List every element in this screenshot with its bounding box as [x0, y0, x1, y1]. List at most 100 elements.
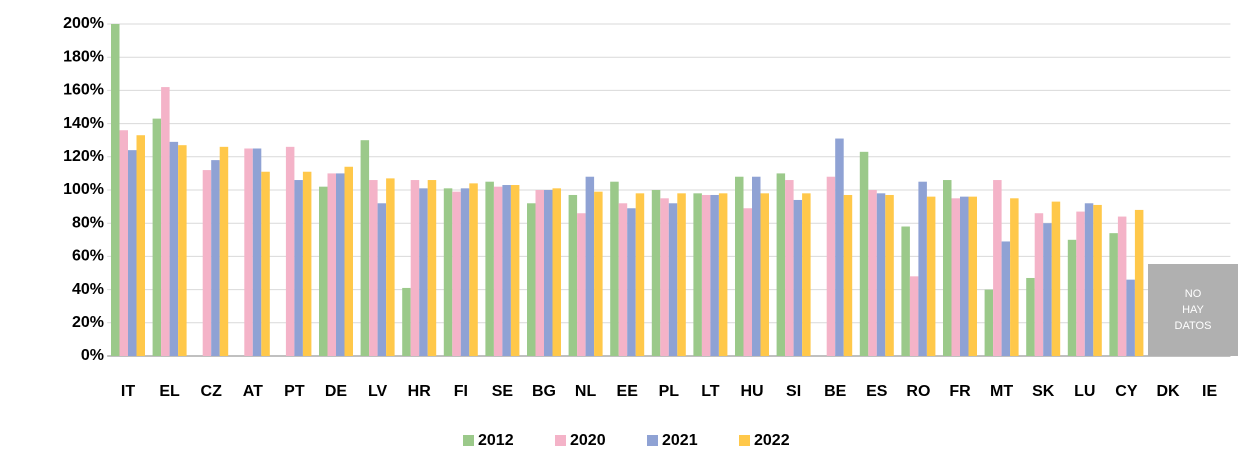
bar: [743, 208, 752, 356]
bar: [1043, 223, 1052, 356]
bar: [410, 180, 420, 356]
bar: [527, 203, 536, 356]
bar: [452, 191, 461, 356]
bar: [710, 194, 719, 356]
x-tick-label: DE: [325, 383, 348, 400]
x-tick-label: FI: [454, 383, 468, 400]
x-tick-label: BE: [824, 383, 847, 400]
x-tick-label: LV: [368, 383, 388, 400]
bar: [136, 135, 145, 356]
x-tick-label: LU: [1074, 383, 1095, 400]
bar: [760, 193, 769, 356]
bar: [1093, 204, 1102, 356]
bar: [219, 146, 229, 356]
bar: [344, 166, 353, 356]
x-tick-label: RO: [906, 383, 930, 400]
bar: [984, 289, 994, 356]
bar: [443, 188, 453, 356]
legend-label: 2021: [662, 432, 698, 449]
bar: [926, 196, 936, 356]
bar: [377, 203, 387, 356]
x-tick-label: NL: [575, 383, 597, 400]
x-tick-label: CZ: [201, 383, 223, 400]
bar: [128, 150, 137, 356]
bar: [909, 276, 919, 356]
bar: [701, 194, 711, 356]
bar: [502, 185, 511, 356]
x-tick-label: PT: [284, 383, 305, 400]
bar: [1084, 203, 1094, 356]
bar: [319, 186, 328, 356]
legend-swatch: [463, 435, 474, 446]
annotation: NO HAY DATOS: [1174, 288, 1212, 332]
bar: [1109, 233, 1118, 356]
bar: [610, 181, 619, 356]
bar: [1076, 211, 1085, 356]
bar: [1026, 277, 1035, 356]
bar: [568, 194, 578, 356]
bar: [469, 183, 478, 356]
bar: [785, 180, 794, 356]
x-tick-label: AT: [243, 383, 263, 400]
bar: [302, 171, 312, 356]
bar: [178, 145, 187, 356]
bar: [369, 180, 378, 356]
bar: [752, 176, 761, 356]
x-tick-label: DK: [1156, 383, 1180, 400]
bar: [510, 185, 520, 356]
bar: [668, 203, 678, 356]
bar: [651, 190, 661, 356]
no-data-box: NO HAY DATOS: [1148, 264, 1238, 356]
bar: [826, 176, 836, 356]
bar: [336, 173, 345, 356]
bar: [635, 193, 645, 356]
legend-label: 2020: [570, 432, 606, 449]
bar: [535, 190, 544, 356]
bar: [859, 151, 869, 356]
x-tick-label: SI: [786, 383, 801, 400]
x-tick-label: MT: [990, 383, 1013, 400]
bar: [993, 180, 1002, 356]
bar: [960, 196, 969, 356]
bar: [876, 193, 886, 356]
bar: [152, 118, 162, 357]
bar: [776, 173, 786, 356]
bar: [660, 198, 669, 356]
bar: [885, 194, 894, 356]
legend-label: 2022: [754, 432, 790, 449]
bar: [835, 138, 844, 356]
x-tick-label: ES: [866, 383, 888, 400]
bar: [202, 170, 212, 356]
bar: [627, 208, 636, 356]
bar: [402, 287, 411, 356]
bar: [693, 193, 702, 356]
bar: [868, 190, 877, 356]
bar: [360, 140, 370, 356]
y-tick-label: 20%: [72, 314, 104, 331]
y-tick-label: 180%: [63, 48, 104, 65]
bar: [735, 176, 744, 356]
y-tick-label: 60%: [72, 248, 104, 265]
x-tick-label: BG: [532, 383, 556, 400]
bar: [493, 186, 503, 356]
legend-swatch: [555, 435, 566, 446]
y-tick-label: 0%: [81, 347, 104, 364]
bar: [901, 226, 910, 356]
bar: [968, 196, 977, 356]
bar: [1001, 241, 1011, 356]
x-tick-label: PL: [659, 383, 680, 400]
legend-swatch: [647, 435, 658, 446]
bar: [1126, 279, 1135, 356]
x-tick-label: EE: [617, 383, 639, 400]
bar: [585, 176, 595, 356]
x-tick-label: CY: [1115, 383, 1138, 400]
y-tick-label: 80%: [72, 214, 104, 231]
bar: [677, 193, 686, 356]
x-tick-label: IT: [121, 383, 135, 400]
bar: [294, 180, 303, 356]
x-tick-label: IE: [1202, 383, 1217, 400]
bar: [802, 193, 811, 356]
y-tick-label: 200%: [63, 15, 104, 32]
x-tick-label: LT: [701, 383, 720, 400]
